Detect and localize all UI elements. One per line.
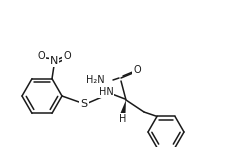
- Polygon shape: [121, 100, 126, 113]
- Text: HN: HN: [99, 87, 113, 97]
- Text: O: O: [133, 65, 141, 75]
- Text: H: H: [119, 114, 127, 124]
- Text: O: O: [63, 51, 71, 61]
- Text: N: N: [50, 56, 58, 66]
- Text: S: S: [80, 99, 88, 109]
- Text: O: O: [37, 51, 45, 61]
- Text: H₂N: H₂N: [86, 75, 105, 85]
